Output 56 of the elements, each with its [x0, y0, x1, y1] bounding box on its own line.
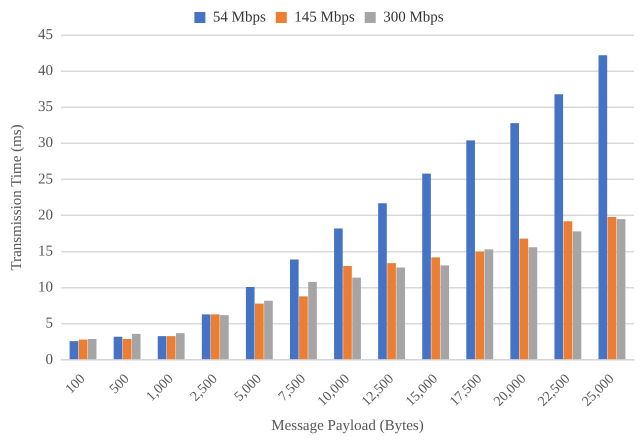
- bar: [308, 282, 317, 360]
- y-tick-label: 0: [46, 352, 53, 368]
- bar: [114, 336, 122, 360]
- legend-label: 54 Mbps: [212, 9, 266, 26]
- bar: [396, 267, 406, 360]
- x-tick-label: 500: [107, 372, 133, 398]
- bar: [158, 336, 166, 360]
- bar: [255, 304, 264, 360]
- x-tick-label: 100: [63, 372, 88, 398]
- bar: [519, 238, 528, 360]
- bar: [608, 216, 616, 360]
- legend-label: 145 Mbps: [294, 9, 355, 26]
- legend-label: 300 Mbps: [383, 9, 444, 26]
- bar: [564, 221, 572, 360]
- y-tick-label: 30: [38, 135, 53, 152]
- y-tick-label: 5: [46, 316, 53, 332]
- y-tick-label: 25: [38, 171, 53, 188]
- y-tick-label: 20: [38, 207, 53, 224]
- bar: [132, 334, 141, 360]
- x-axis-title: Message Payload (Bytes): [271, 418, 424, 434]
- bar: [466, 140, 475, 360]
- bar: [246, 286, 255, 360]
- y-tick-label: 10: [38, 280, 53, 296]
- bar: [88, 338, 96, 360]
- bar: [598, 55, 608, 360]
- bar: [572, 231, 582, 360]
- y-axis-title: Transmission Time (ms): [8, 124, 25, 271]
- y-tick-label: 15: [38, 244, 53, 260]
- bar: [378, 203, 387, 360]
- bar: [510, 123, 520, 360]
- bar: [290, 260, 299, 360]
- y-tick-label: 40: [38, 63, 53, 80]
- bar: [431, 257, 440, 360]
- bar: [422, 174, 431, 360]
- bar: [122, 338, 132, 360]
- bar: [70, 341, 78, 360]
- bar: [334, 228, 343, 360]
- bar: [78, 340, 88, 360]
- bar: [387, 263, 396, 360]
- bar: [210, 314, 220, 360]
- bar: [475, 252, 484, 360]
- bar: [166, 336, 176, 360]
- bar: [299, 296, 308, 360]
- bar: [440, 265, 450, 360]
- bar: [202, 314, 210, 360]
- y-tick-label: 45: [38, 26, 53, 43]
- bar: [264, 300, 273, 360]
- bar: [220, 315, 229, 360]
- bar: [554, 94, 564, 360]
- bar: [484, 249, 494, 360]
- y-tick-label: 35: [38, 99, 53, 116]
- bar: [352, 278, 361, 360]
- bar: [616, 219, 626, 360]
- bar: [343, 266, 352, 360]
- bar: [528, 247, 538, 360]
- bar: [176, 333, 185, 360]
